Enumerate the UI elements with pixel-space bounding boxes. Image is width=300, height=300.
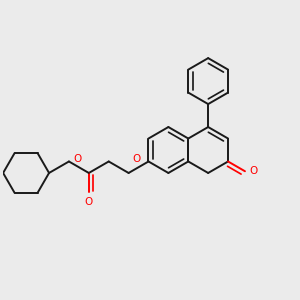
Text: O: O bbox=[249, 166, 257, 176]
Text: O: O bbox=[133, 154, 141, 164]
Text: O: O bbox=[85, 197, 93, 207]
Text: O: O bbox=[73, 154, 82, 164]
